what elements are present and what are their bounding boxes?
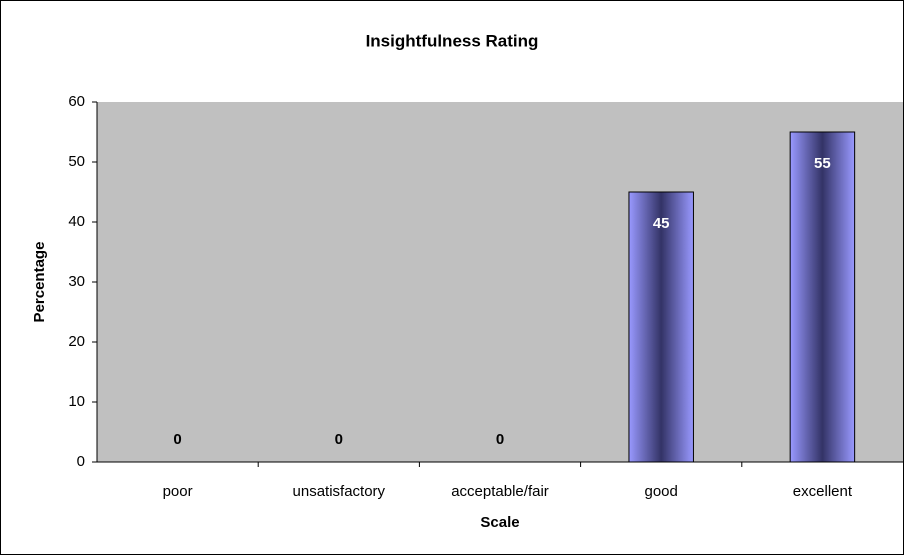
data-label: 0 — [496, 431, 504, 448]
plot-area — [97, 102, 903, 462]
bar — [628, 191, 694, 463]
x-tick-label: unsatisfactory — [293, 483, 386, 500]
y-tick-label: 60 — [68, 93, 85, 110]
y-tick-label: 40 — [68, 213, 85, 230]
data-label: 55 — [814, 155, 831, 172]
y-tick-label: 30 — [68, 273, 85, 290]
data-label: 0 — [335, 431, 343, 448]
x-tick-label: excellent — [793, 483, 853, 500]
data-label: 45 — [653, 215, 670, 232]
bar — [789, 131, 856, 463]
x-axis-label: Scale — [480, 514, 519, 531]
y-tick-label: 20 — [68, 333, 85, 350]
data-label: 0 — [173, 431, 181, 448]
y-tick-label: 50 — [68, 153, 85, 170]
chart-title: Insightfulness Rating — [366, 31, 539, 50]
x-tick-label: good — [645, 483, 678, 500]
y-axis-label: Percentage — [31, 242, 48, 323]
x-tick-label: poor — [163, 483, 193, 500]
x-tick-label: acceptable/fair — [451, 483, 549, 500]
y-tick-label: 0 — [77, 453, 85, 470]
y-tick-label: 10 — [68, 393, 85, 410]
